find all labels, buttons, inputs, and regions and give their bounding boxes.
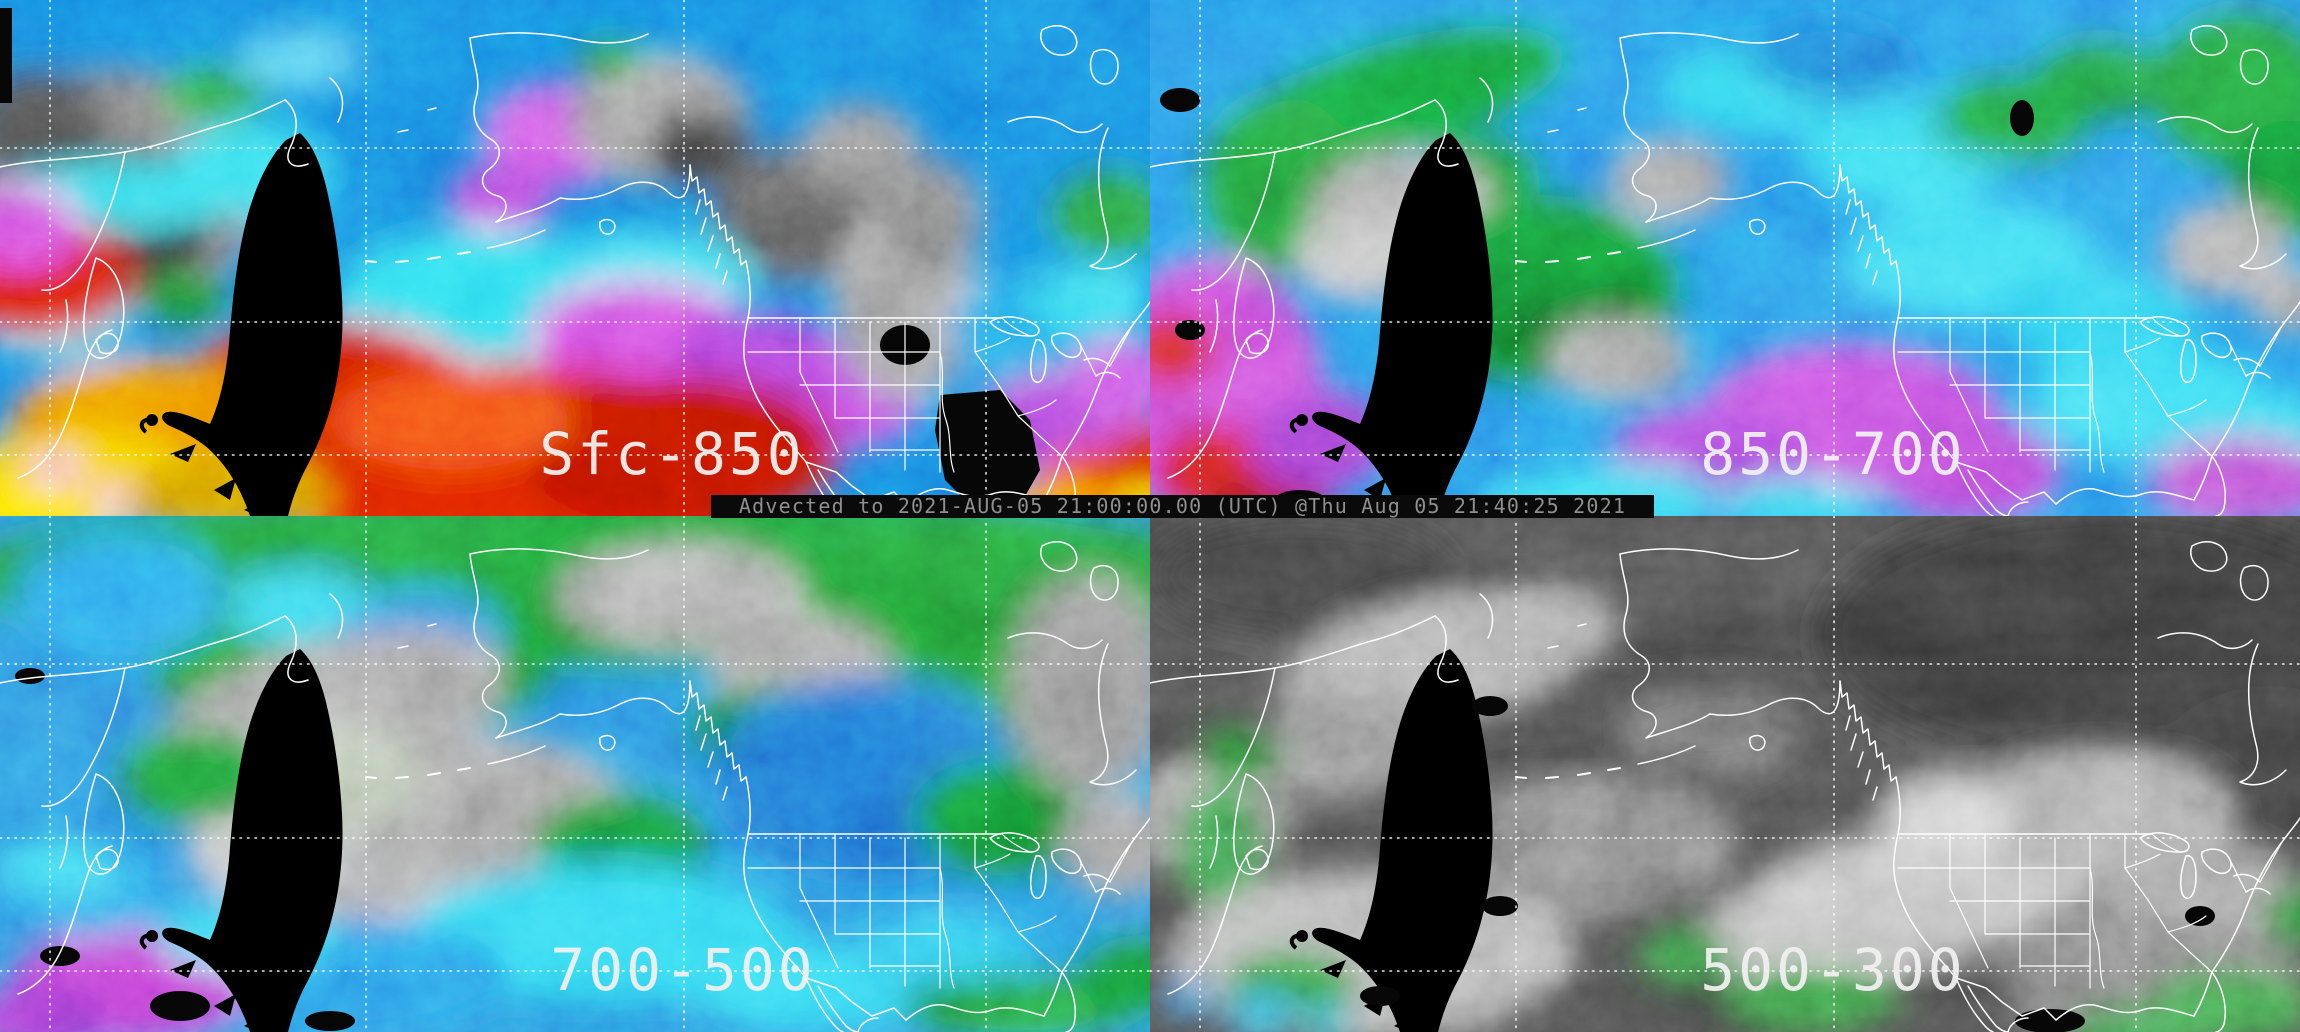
panel-label-850-700: 850-700 xyxy=(1700,420,1965,488)
advection-timestamp-bar: Advected to 2021-AUG-05 21:00:00.00 (UTC… xyxy=(711,495,1654,518)
dry-terrain-black-patches xyxy=(1360,696,2215,1032)
panel-label-700-500: 700-500 xyxy=(550,936,815,1004)
panel-label-500-300: 500-300 xyxy=(1700,936,1965,1004)
dry-terrain-black-patches xyxy=(0,8,1040,510)
panel-sfc-850-map: Sfc-850 xyxy=(0,0,1150,516)
panel-850-700-map: 850-700 xyxy=(1150,0,2300,516)
panel-label-sfc-850: Sfc-850 xyxy=(539,420,804,488)
advection-timestamp-text: Advected to 2021-AUG-05 21:00:00.00 (UTC… xyxy=(738,494,1627,518)
panel-700-500-map: 700-500 xyxy=(0,516,1150,1032)
panel-500-300-map: 500-300 xyxy=(1150,516,2300,1032)
